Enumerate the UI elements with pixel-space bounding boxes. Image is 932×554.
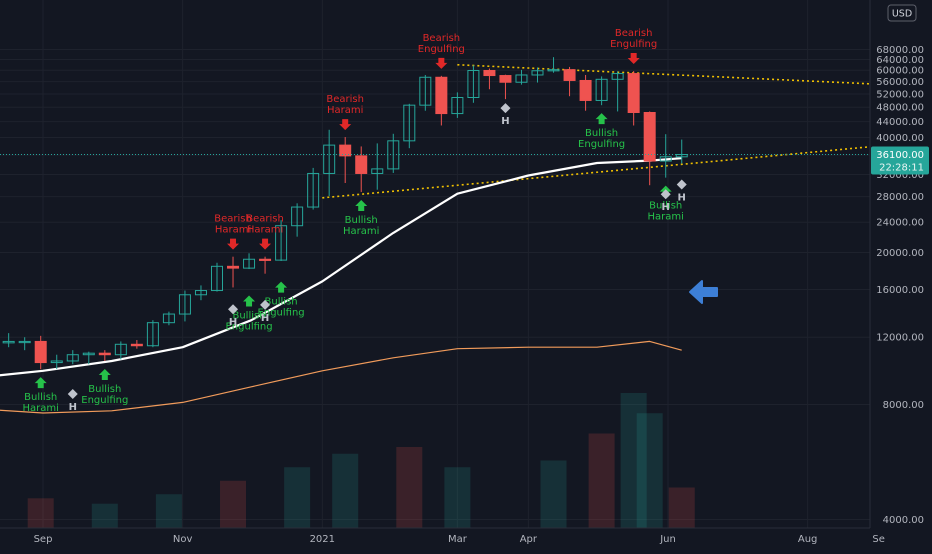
volume-bar [92,504,118,528]
candle-body [356,156,367,174]
y-tick-label: 20000.00 [876,248,924,259]
y-tick-label: 28000.00 [876,192,924,203]
x-tick-label: Nov [173,534,193,545]
volume-bar [541,461,567,529]
bullish-pattern-label: Bullish [345,215,378,226]
pattern-marker-label: H [229,317,237,328]
volume-bar [669,488,695,529]
volume-bar [28,498,54,528]
x-tick-label: Apr [520,534,538,545]
bearish-pattern-label: Harami [215,225,251,236]
volume-bar [156,494,182,528]
volume-bar [637,413,663,528]
bearish-pattern-label: Harami [327,105,363,116]
pattern-marker-label: H [662,202,670,213]
current-price-value: 36100.00 [876,150,924,161]
pattern-marker-label: H [261,313,269,324]
candle-body [484,70,495,75]
bar-countdown: 22:28:11 [879,162,924,173]
x-tick-label: Sep [34,534,53,545]
bearish-pattern-label: Harami [247,225,283,236]
bullish-pattern-label: Bullish [88,384,121,395]
candle-body [500,76,511,83]
y-tick-label: 44000.00 [876,117,924,128]
currency-label: USD [892,9,912,20]
volume-bar [284,467,310,528]
candle-body [628,74,639,113]
candle-body [580,80,591,100]
bearish-pattern-label: Bearish [326,94,364,105]
bullish-pattern-label: Bullish [24,392,57,403]
bullish-pattern-label: Bullish [265,297,298,308]
y-tick-label: 8000.00 [883,400,924,411]
candle-body [35,341,46,362]
x-tick-label: Jun [659,534,676,545]
y-tick-label: 12000.00 [876,333,924,344]
y-tick-label: 24000.00 [876,218,924,229]
y-tick-label: 4000.00 [883,515,924,526]
volume-bar [589,434,615,529]
bullish-pattern-label: Engulfing [81,395,128,406]
x-tick-label: Se [872,534,885,545]
bullish-pattern-label: Harami [343,226,379,237]
y-tick-label: 16000.00 [876,285,924,296]
y-tick-label: 60000.00 [876,66,924,77]
x-tick-label: Mar [448,534,468,545]
y-tick-label: 56000.00 [876,77,924,88]
x-tick-label: 2021 [310,534,335,545]
candle-body [228,266,239,268]
candle-body [564,70,575,81]
y-tick-label: 52000.00 [876,89,924,100]
candle-body [260,259,271,260]
candle-body [131,344,142,345]
bullish-pattern-label: Engulfing [578,139,625,150]
candle-body [99,353,110,355]
candle-body [644,112,655,161]
bearish-pattern-label: Bearish [423,33,461,44]
bearish-pattern-label: Bearish [615,28,653,39]
volume-bar [444,467,470,528]
pattern-marker-label: H [69,402,77,413]
y-tick-label: 40000.00 [876,133,924,144]
bullish-pattern-label: Bullish [585,128,618,139]
volume-bar [332,454,358,528]
bullish-pattern-label: Harami [648,212,684,223]
y-tick-label: 64000.00 [876,55,924,66]
pattern-marker-label: H [678,193,686,204]
x-tick-label: Aug [798,534,818,545]
bullish-pattern-label: Harami [23,403,59,414]
pattern-marker-label: H [501,116,509,127]
volume-bar [396,447,422,528]
bearish-pattern-label: Engulfing [418,44,465,55]
volume-bar [220,481,246,528]
bearish-pattern-label: Engulfing [610,39,657,50]
bearish-pattern-label: Bearish [246,214,284,225]
candle-body [436,77,447,113]
y-tick-label: 48000.00 [876,103,924,114]
